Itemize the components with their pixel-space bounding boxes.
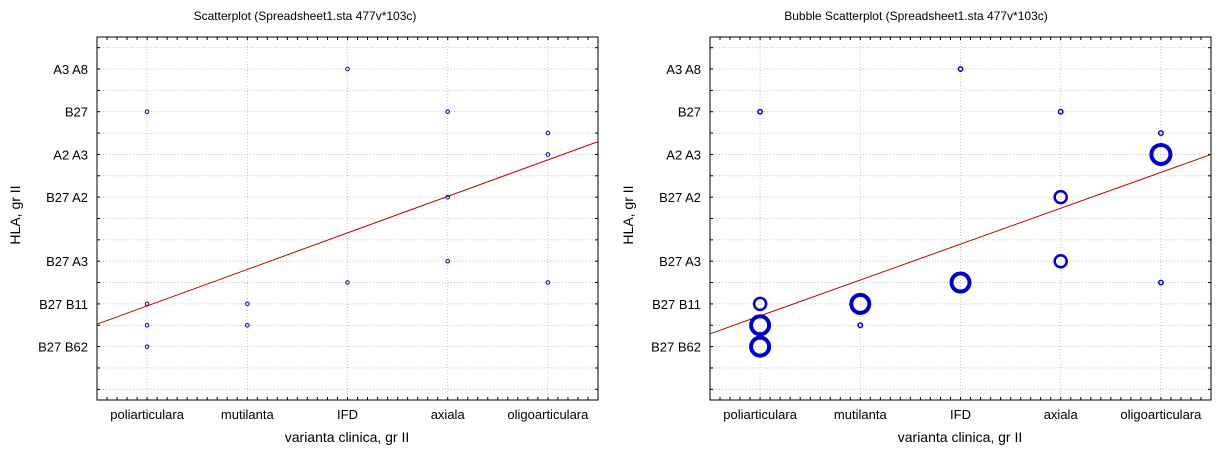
x-tick-labels: poliarticulara mutilanta IFD axiala olig… — [723, 407, 1202, 422]
scatter-point — [445, 109, 451, 115]
y-tick-label: B27 A3 — [46, 254, 88, 269]
bubble-point — [1157, 279, 1164, 286]
y-tick-label: B27 — [65, 105, 88, 120]
y-tick-label: B27 — [678, 105, 701, 120]
bubble-point — [752, 296, 768, 312]
x-tick-label: IFD — [950, 407, 971, 422]
scatter-point — [345, 280, 350, 285]
x-tick-label: IFD — [337, 407, 358, 422]
y-tick-label: B27 B11 — [652, 297, 701, 312]
regression-line — [709, 153, 1212, 335]
scatter-point — [144, 344, 150, 349]
y-tick-labels: A3 A8 B27 A2 A3 B27 A2 B27 A3 B27 B11 B2… — [651, 62, 701, 355]
axis-ticks — [96, 37, 599, 400]
chart-title: Scatterplot (Spreadsheet1.sta 477v*103c) — [194, 9, 417, 23]
scatter-point — [545, 280, 551, 285]
y-tick-label: A2 A3 — [666, 147, 701, 162]
bubble-point — [1157, 130, 1164, 137]
y-tick-label: B27 A3 — [659, 254, 701, 269]
x-tick-label: mutilanta — [834, 407, 888, 422]
x-tick-labels: poliarticulara mutilanta IFD axiala olig… — [110, 407, 589, 422]
x-tick-label: poliarticulara — [110, 407, 184, 422]
y-tick-label: A3 A8 — [666, 62, 701, 77]
scatterplot-chart: Scatterplot (Spreadsheet1.sta 477v*103c)… — [7, 9, 599, 445]
y-tick-labels: A3 A8 B27 A2 A3 B27 A2 B27 A3 B27 B11 B2… — [38, 62, 88, 355]
y-tick-label: B27 B62 — [651, 340, 701, 355]
bubble-point — [949, 271, 972, 294]
scatter-point — [545, 130, 551, 136]
scatter-point — [445, 194, 451, 200]
bubble-point — [1053, 253, 1068, 269]
scatter-point — [445, 258, 451, 264]
y-tick-label: B27 A2 — [659, 190, 701, 205]
x-axis-label: varianta clinica, gr II — [898, 429, 1023, 445]
x-tick-label: poliarticulara — [723, 407, 797, 422]
scatter-point — [345, 66, 350, 72]
bubble-point — [757, 108, 764, 115]
bubble-point — [749, 335, 772, 358]
bubble-point — [957, 66, 964, 72]
bubble-point — [749, 314, 772, 337]
scatter-point — [144, 109, 150, 115]
bubble-point — [1053, 189, 1068, 205]
y-tick-label: B27 B62 — [38, 340, 88, 355]
chart-title: Bubble Scatterplot (Spreadsheet1.sta 477… — [784, 9, 1048, 23]
y-tick-label: A3 A8 — [53, 62, 88, 77]
regression-line — [96, 141, 599, 325]
scatter-point — [545, 152, 551, 157]
bubble-point — [857, 322, 864, 329]
axis-ticks — [709, 37, 1212, 400]
scatter-point — [144, 322, 150, 328]
x-tick-label: mutilanta — [221, 407, 275, 422]
x-tick-label: axiala — [1044, 407, 1079, 422]
gridlines — [710, 37, 1211, 400]
bubble-scatterplot-chart: Bubble Scatterplot (Spreadsheet1.sta 477… — [620, 9, 1212, 445]
x-tick-label: oligoarticulara — [507, 407, 589, 422]
x-tick-label: oligoarticulara — [1120, 407, 1202, 422]
y-axis-label: HLA, gr II — [7, 185, 23, 244]
data-points — [144, 66, 551, 349]
scatter-point — [245, 322, 250, 328]
bubble-point — [849, 292, 872, 315]
x-axis-label: varianta clinica, gr II — [285, 429, 410, 445]
x-tick-label: axiala — [431, 407, 466, 422]
scatter-point — [245, 301, 250, 307]
bubble-point — [1057, 108, 1064, 115]
gridlines — [97, 37, 598, 400]
y-axis-label: HLA, gr II — [620, 185, 636, 244]
scatter-point — [144, 301, 150, 307]
data-points — [749, 66, 1173, 358]
bubble-point — [1149, 142, 1173, 166]
y-tick-label: B27 B11 — [39, 297, 88, 312]
y-tick-label: B27 A2 — [46, 190, 88, 205]
y-tick-label: A2 A3 — [53, 147, 88, 162]
